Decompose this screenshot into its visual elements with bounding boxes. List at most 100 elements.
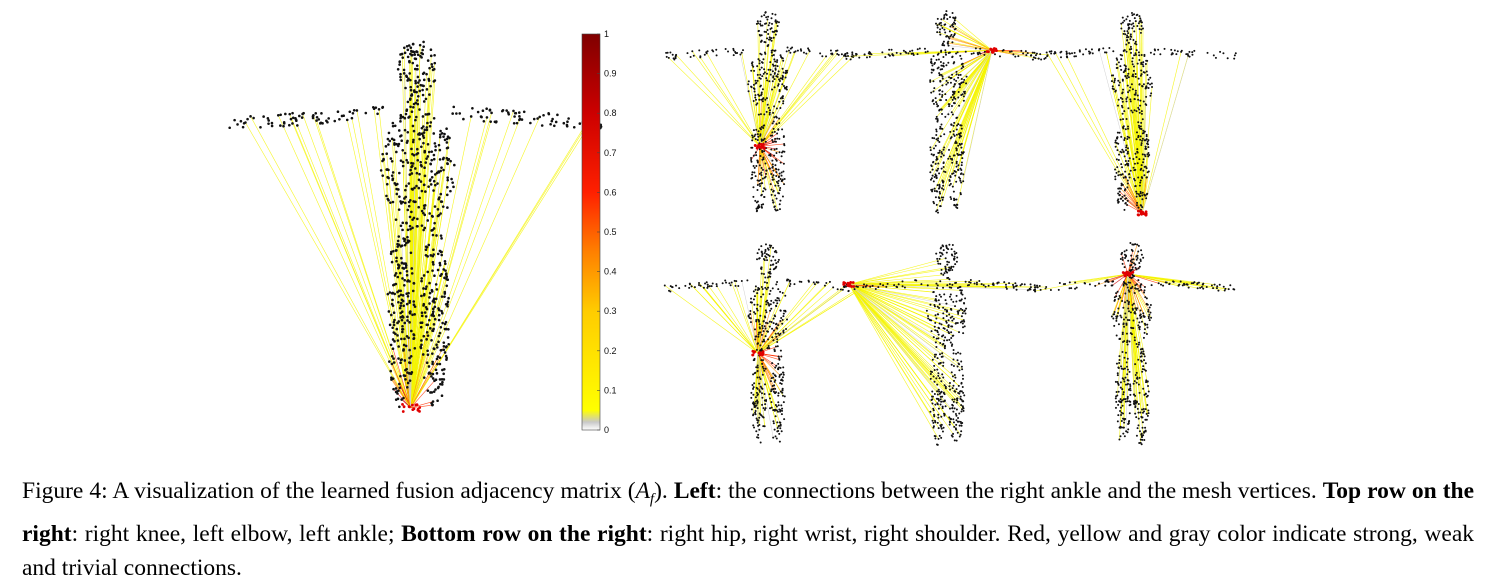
mesh-vertex xyxy=(1138,59,1140,61)
mesh-vertex xyxy=(429,162,432,165)
mesh-vertex xyxy=(783,401,785,403)
mesh-vertex xyxy=(960,193,962,195)
mesh-vertex xyxy=(406,236,409,239)
mesh-vertex xyxy=(1164,48,1166,50)
mesh-vertex xyxy=(1134,94,1136,96)
mesh-vertex xyxy=(940,18,942,20)
mesh-vertex xyxy=(1138,384,1140,386)
mesh-vertex xyxy=(409,53,412,56)
mesh-vertex xyxy=(1140,28,1142,30)
mesh-vertex xyxy=(759,315,761,317)
mesh-vertex xyxy=(761,404,763,406)
mesh-vertex xyxy=(672,54,674,56)
mesh-vertex xyxy=(1127,151,1129,153)
mesh-vertex xyxy=(730,284,732,286)
mesh-vertex xyxy=(777,128,779,130)
mesh-vertex xyxy=(781,413,783,415)
mesh-vertex xyxy=(1035,54,1037,56)
mesh-vertex xyxy=(333,120,336,123)
mesh-vertex xyxy=(423,293,426,296)
mesh-vertex xyxy=(1119,410,1121,412)
mesh-vertex xyxy=(962,65,964,67)
mesh-vertex xyxy=(402,294,405,297)
mesh-vertex xyxy=(317,118,320,121)
mesh-vertex xyxy=(1137,94,1139,96)
mesh-vertex xyxy=(1133,65,1135,67)
mesh-vertex xyxy=(1141,433,1143,435)
mesh-vertex xyxy=(450,178,453,181)
mesh-vertex xyxy=(858,57,860,59)
mesh-vertex xyxy=(403,359,406,362)
mesh-vertex xyxy=(954,16,956,18)
mesh-vertex xyxy=(1206,286,1208,288)
mesh-vertex xyxy=(418,173,421,176)
mesh-vertex xyxy=(779,173,781,175)
mesh-vertex xyxy=(1146,324,1148,326)
mesh-vertex xyxy=(937,260,939,262)
mesh-vertex xyxy=(851,55,853,57)
mesh-vertex xyxy=(953,352,955,354)
mesh-vertex xyxy=(1089,283,1091,285)
mesh-vertex xyxy=(937,337,939,339)
mesh-vertex xyxy=(940,247,942,249)
mesh-vertex xyxy=(403,322,406,325)
mesh-vertex xyxy=(762,100,764,102)
mesh-vertex xyxy=(756,370,758,372)
mesh-vertex xyxy=(431,269,434,272)
mesh-vertex xyxy=(412,125,415,128)
mesh-vertex xyxy=(754,134,756,136)
mesh-vertex xyxy=(1144,131,1146,133)
colorbar-tick-label: 0.3 xyxy=(604,306,617,316)
mesh-vertex xyxy=(443,295,446,298)
mesh-vertex xyxy=(1039,53,1041,55)
mesh-vertex xyxy=(771,362,773,364)
mesh-vertex xyxy=(410,46,413,49)
mesh-vertex xyxy=(954,135,956,137)
mesh-vertex xyxy=(420,180,423,183)
mesh-vertex xyxy=(724,280,726,282)
mesh-vertex xyxy=(419,161,422,164)
mesh-vertex xyxy=(759,185,761,187)
mesh-vertex xyxy=(431,361,434,364)
mesh-vertex xyxy=(913,54,915,56)
mesh-vertex xyxy=(758,206,760,208)
mesh-vertex xyxy=(761,363,763,365)
mesh-vertex xyxy=(1144,166,1146,168)
mesh-vertex xyxy=(1201,286,1203,288)
mesh-vertex xyxy=(411,110,414,113)
mesh-vertex xyxy=(943,18,945,20)
mesh-vertex xyxy=(1132,88,1134,90)
mesh-vertex xyxy=(975,47,977,49)
mesh-vertex xyxy=(957,287,959,289)
mesh-vertex xyxy=(440,310,443,313)
mesh-vertex xyxy=(1130,110,1132,112)
mesh-vertex xyxy=(951,320,953,322)
mesh-vertex xyxy=(1146,74,1148,76)
mesh-vertex xyxy=(781,155,783,157)
mesh-vertex xyxy=(417,81,420,84)
mesh-vertex xyxy=(437,208,440,211)
mesh-vertex xyxy=(1148,314,1150,316)
mesh-vertex xyxy=(787,47,789,49)
mesh-vertex xyxy=(764,403,766,405)
mesh-vertex xyxy=(1129,412,1131,414)
mesh-vertex xyxy=(766,37,768,39)
mesh-vertex xyxy=(773,384,775,386)
mesh-vertex xyxy=(1144,427,1146,429)
connection-line xyxy=(849,264,938,285)
mesh-vertex xyxy=(775,435,777,437)
mesh-vertex xyxy=(938,299,940,301)
mesh-vertex xyxy=(376,112,379,115)
mesh-vertex xyxy=(955,206,957,208)
mesh-vertex xyxy=(755,154,757,156)
mesh-vertex xyxy=(1127,182,1129,184)
mesh-vertex xyxy=(1137,99,1139,101)
mesh-vertex xyxy=(884,56,886,58)
mesh-vertex xyxy=(779,107,781,109)
mesh-vertex xyxy=(813,281,815,283)
mesh-vertex xyxy=(1151,86,1153,88)
mesh-vertex xyxy=(763,113,765,115)
mesh-vertex xyxy=(1124,250,1126,252)
mesh-vertex xyxy=(1128,340,1130,342)
mesh-vertex xyxy=(772,141,774,143)
